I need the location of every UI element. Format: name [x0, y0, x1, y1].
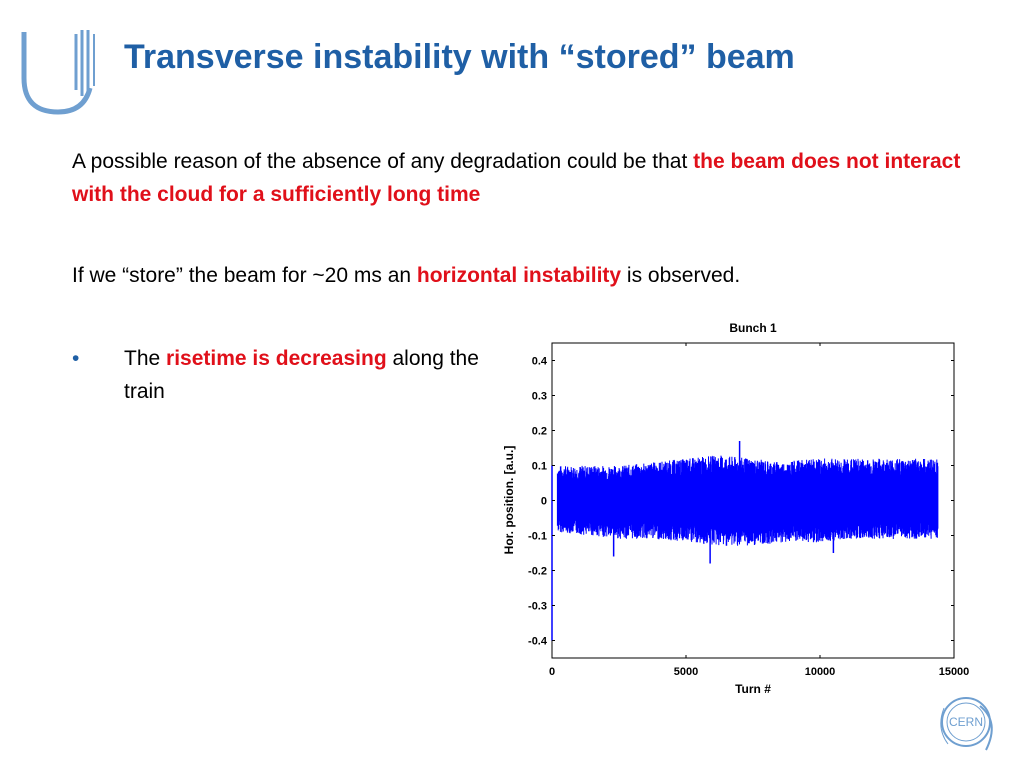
university-logo-icon — [21, 30, 95, 115]
cern-logo-icon: CERN — [940, 697, 993, 751]
signal-layer — [551, 441, 939, 641]
y-tick-label: 0 — [541, 496, 547, 508]
y-tick-label: 0.2 — [532, 426, 547, 438]
bullet-highlight: risetime is decreasing — [166, 347, 387, 370]
slide-title: Transverse instability with “stored” bea… — [124, 38, 795, 76]
y-tick-label: -0.1 — [528, 531, 547, 543]
paragraph-absence-of-degradation: A possible reason of the absence of any … — [72, 145, 972, 211]
x-tick-label: 5000 — [674, 666, 698, 678]
x-tick-label: 15000 — [939, 666, 970, 678]
bullet-text: The risetime is decreasing along the tra… — [124, 342, 504, 408]
x-tick-label: 0 — [549, 666, 555, 678]
bullet-marker: • — [72, 347, 80, 370]
paragraph1-text: A possible reason of the absence of any … — [72, 150, 694, 173]
paragraph-stored-beam: If we “store” the beam for ~20 ms an hor… — [72, 259, 740, 292]
paragraph2-text-after: is observed. — [621, 264, 741, 287]
y-tick-label: -0.3 — [528, 601, 547, 613]
bunch-position-chart: 0.4 0.3 0.2 0.1 0 -0.1 -0.2 -0.3 -0.4 0 5000 10000 1… — [502, 321, 969, 696]
y-tick-label: 0.1 — [532, 461, 547, 473]
cern-logo-text: CERN — [949, 715, 983, 729]
x-axis-label: Turn # — [735, 682, 771, 696]
bullet-text-after: along the train — [124, 347, 479, 403]
x-tick-label: 10000 — [805, 666, 836, 678]
paragraph2-text-before: If we “store” the beam for ~20 ms an — [72, 264, 417, 287]
signal-core-band — [557, 483, 938, 518]
paragraph1-highlight: the beam does not interact with the clou… — [72, 150, 961, 206]
y-tick-label: -0.4 — [528, 636, 548, 648]
y-tick-label: 0.3 — [532, 391, 547, 403]
y-tick-label: -0.2 — [528, 566, 547, 578]
bullet-text-before: The — [124, 347, 167, 370]
y-axis-label: Hor. position. [a.u.] — [502, 446, 516, 555]
tick-layer: 0.4 0.3 0.2 0.1 0 -0.1 -0.2 -0.3 -0.4 0 5000 10000 1… — [528, 343, 969, 678]
y-tick-label: 0.4 — [532, 356, 548, 368]
paragraph2-highlight: horizontal instability — [416, 264, 622, 287]
chart-title: Bunch 1 — [729, 321, 777, 335]
